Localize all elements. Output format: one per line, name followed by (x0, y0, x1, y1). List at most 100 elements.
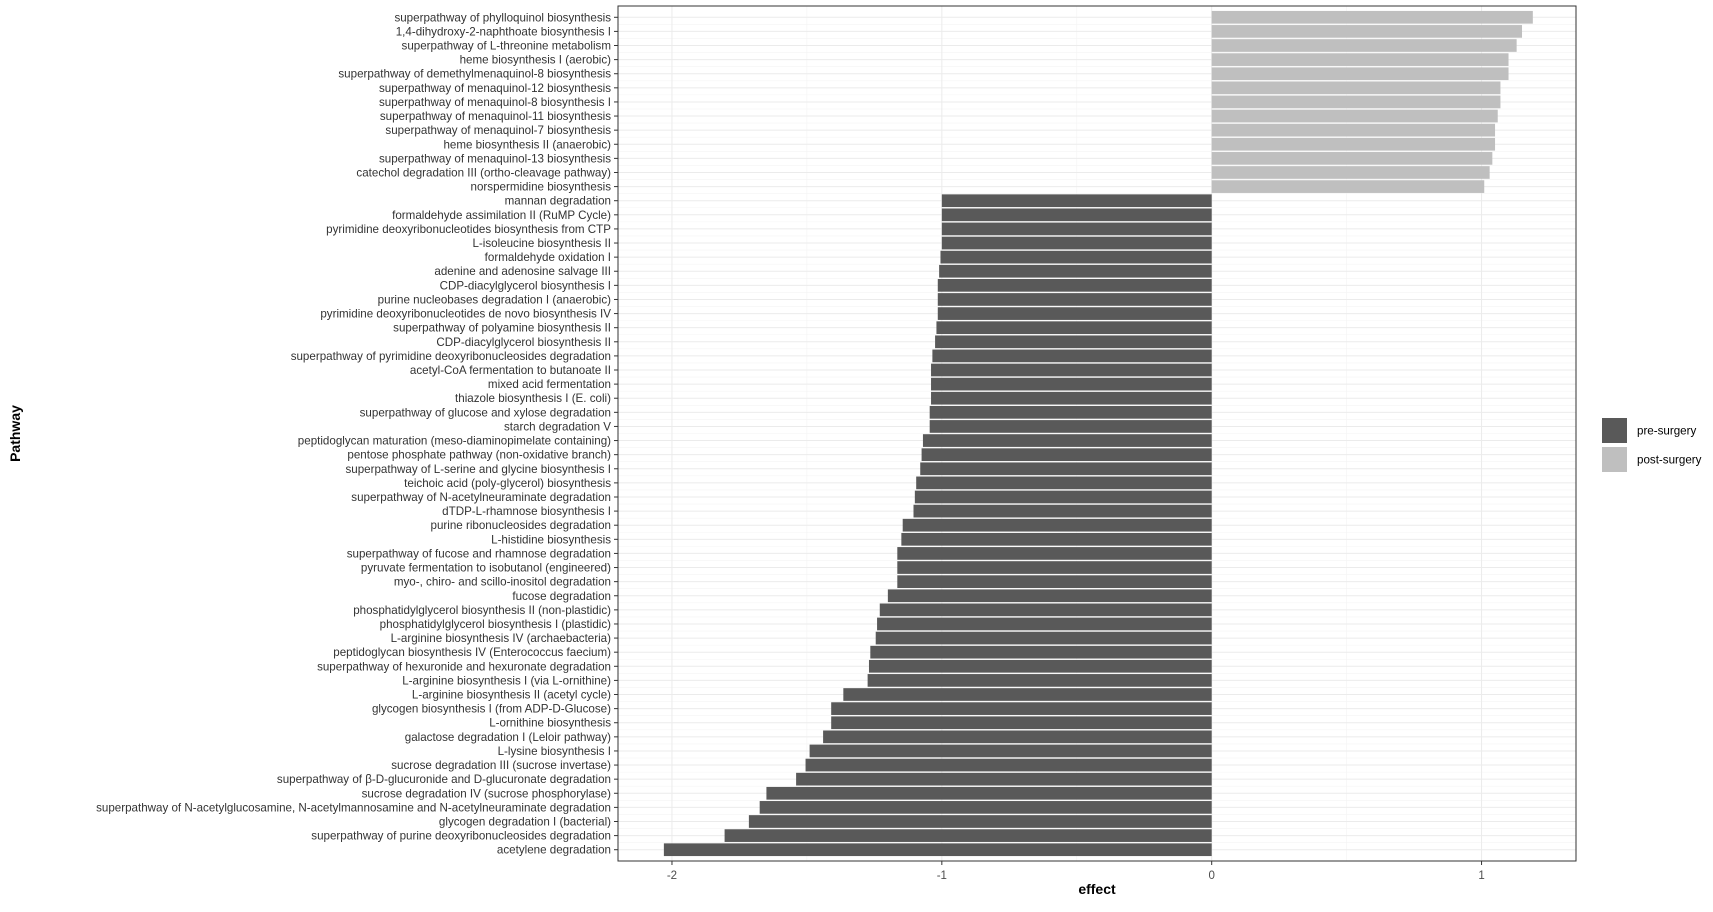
bar-post-surgery (1211, 53, 1509, 66)
category-label: peptidoglycan maturation (meso-diaminopi… (298, 435, 611, 448)
category-label: L-arginine biosynthesis II (acetyl cycle… (412, 689, 611, 702)
category-label: superpathway of N-acetylglucosamine, N-a… (96, 801, 611, 814)
category-label: sucrose degradation IV (sucrose phosphor… (362, 787, 612, 800)
category-label: phosphatidylglycerol biosynthesis I (pla… (380, 618, 611, 631)
legend-key-post-surgery (1602, 447, 1627, 472)
bar-pre-surgery (879, 603, 1212, 617)
bar-pre-surgery (748, 815, 1212, 828)
x-tick-label: 0 (1208, 870, 1214, 882)
category-label: L-arginine biosynthesis IV (archaebacter… (391, 632, 612, 645)
bar-pre-surgery (897, 561, 1212, 574)
category-label: acetylene degradation (497, 844, 611, 857)
bar-pre-surgery (941, 236, 1212, 250)
bar-pre-surgery (941, 208, 1212, 222)
category-label: catechol degradation III (ortho-cleavage… (356, 166, 611, 179)
legend-label: pre-surgery (1637, 425, 1696, 438)
y-axis-title: Pathway (7, 405, 23, 462)
bar-pre-surgery (937, 279, 1212, 292)
category-label: peptidoglycan biosynthesis IV (Enterococ… (333, 646, 611, 659)
category-label: formaldehyde assimilation II (RuMP Cycle… (392, 209, 611, 222)
bar-post-surgery (1211, 67, 1509, 81)
x-axis-title: effect (1078, 881, 1116, 897)
bar-pre-surgery (939, 264, 1212, 278)
category-label: phosphatidylglycerol biosynthesis II (no… (353, 604, 611, 617)
panel-border (617, 5, 1577, 862)
category-label: superpathway of purine deoxyribonucleosi… (311, 830, 611, 843)
bar-post-surgery (1211, 25, 1523, 38)
category-label: pyrimidine deoxyribonucleotides biosynth… (326, 223, 611, 236)
category-label: acetyl-CoA fermentation to butanoate II (410, 364, 611, 377)
bar-pre-surgery (870, 645, 1212, 659)
bar-pre-surgery (932, 349, 1212, 363)
bar-pre-surgery (897, 575, 1212, 588)
category-label: superpathway of menaquinol-8 biosynthesi… (379, 96, 611, 109)
category-label: superpathway of L-serine and glycine bio… (345, 463, 611, 476)
bar-pre-surgery (916, 476, 1212, 490)
bar-pre-surgery (766, 786, 1212, 800)
category-label: superpathway of menaquinol-7 biosynthesi… (385, 124, 611, 137)
legend-label: post-surgery (1637, 454, 1702, 467)
bar-post-surgery (1211, 166, 1490, 179)
x-tick-label: -1 (937, 870, 947, 882)
category-label: sucrose degradation III (sucrose inverta… (391, 759, 611, 772)
bar-pre-surgery (809, 744, 1212, 758)
category-label: L-ornithine biosynthesis (489, 717, 611, 730)
category-label: mannan degradation (505, 195, 611, 208)
bar-pre-surgery (931, 363, 1212, 377)
category-label: superpathway of N-acetylneuraminate degr… (351, 491, 611, 504)
category-label: purine ribonucleosides degradation (431, 519, 611, 532)
category-label: fucose degradation (512, 590, 611, 603)
category-label: L-histidine biosynthesis (491, 533, 611, 546)
bar-pre-surgery (867, 674, 1212, 687)
bar-pre-surgery (941, 194, 1212, 208)
bar-pre-surgery (913, 504, 1212, 518)
bar-post-surgery (1211, 39, 1517, 52)
bar-pre-surgery (929, 420, 1212, 433)
bar-pre-surgery (663, 843, 1212, 857)
bar-pre-surgery (796, 772, 1212, 786)
category-label: starch degradation V (504, 420, 611, 433)
category-label: superpathway of β-D-glucuronide and D-gl… (277, 773, 611, 786)
bar-pre-surgery (936, 321, 1212, 335)
category-label: superpathway of menaquinol-13 biosynthes… (379, 152, 611, 165)
category-label: myo-, chiro- and scillo-inositol degrada… (394, 576, 611, 589)
category-label: L-lysine biosynthesis I (498, 745, 611, 758)
bar-pre-surgery (922, 434, 1212, 447)
category-label: adenine and adenosine salvage III (434, 265, 611, 278)
bar-pre-surgery (887, 589, 1212, 603)
category-label: pyruvate fermentation to isobutanol (eng… (361, 562, 611, 575)
bar-post-surgery (1211, 10, 1533, 24)
category-label: dTDP-L-rhamnose biosynthesis I (442, 505, 611, 518)
category-label: glycogen degradation I (bacterial) (439, 815, 611, 828)
bar-pre-surgery (921, 448, 1212, 462)
category-label: superpathway of L-threonine metabolism (402, 40, 611, 53)
category-label: superpathway of menaquinol-12 biosynthes… (379, 82, 611, 95)
bar-pre-surgery (941, 222, 1212, 236)
bar-pre-surgery (902, 518, 1212, 532)
bar-pre-surgery (937, 293, 1212, 306)
category-label: heme biosynthesis I (aerobic) (460, 54, 612, 67)
category-label: 1,4-dihydroxy-2-naphthoate biosynthesis … (396, 25, 611, 38)
category-label: teichoic acid (poly-glycerol) biosynthes… (404, 477, 611, 490)
category-label: CDP-diacylglycerol biosynthesis II (436, 336, 611, 349)
legend-key-pre-surgery (1602, 418, 1627, 443)
category-label: mixed acid fermentation (488, 378, 611, 391)
bar-pre-surgery (897, 547, 1212, 560)
category-label: superpathway of menaquinol-11 biosynthes… (380, 110, 611, 123)
bar-post-surgery (1211, 95, 1501, 109)
bar-pre-surgery (931, 391, 1212, 405)
category-label: galactose degradation I (Leloir pathway) (405, 731, 611, 744)
category-label: formaldehyde oxidation I (485, 251, 611, 264)
category-label: L-isoleucine biosynthesis II (472, 237, 611, 250)
category-label: superpathway of pyrimidine deoxyribonucl… (291, 350, 611, 363)
bar-pre-surgery (868, 659, 1212, 673)
bar-pre-surgery (877, 617, 1212, 631)
category-label: thiazole biosynthesis I (E. coli) (455, 392, 611, 405)
category-label: superpathway of hexuronide and hexuronat… (317, 660, 611, 673)
category-label: superpathway of glucose and xylose degra… (360, 406, 611, 419)
bar-pre-surgery (843, 688, 1212, 701)
bar-post-surgery (1211, 180, 1485, 193)
x-tick-label: -2 (667, 870, 677, 882)
